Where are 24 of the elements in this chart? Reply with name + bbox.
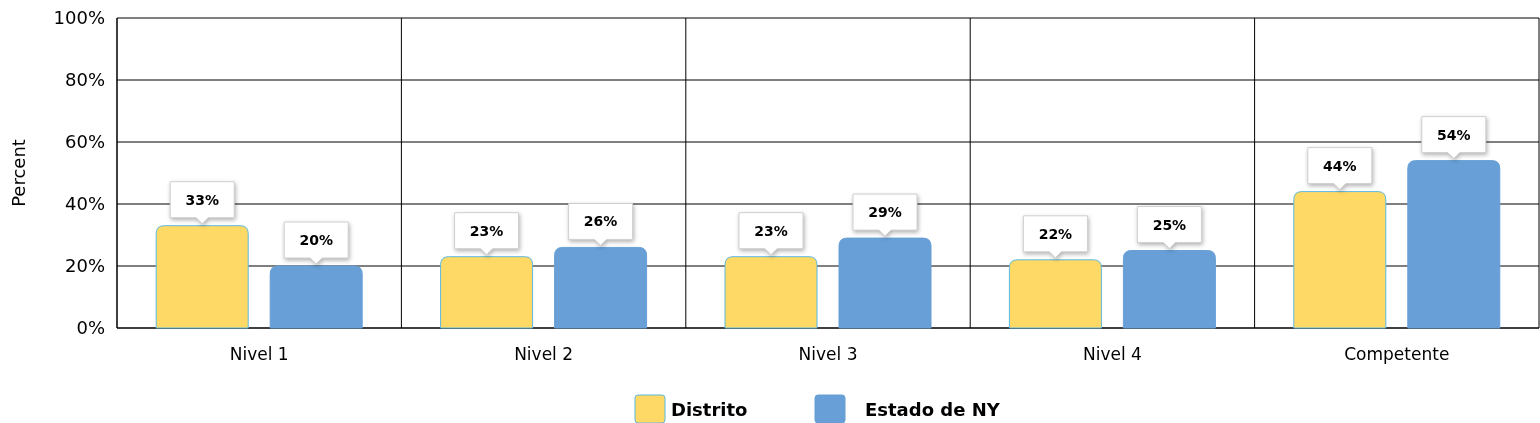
y-axis-title: Percent	[8, 139, 29, 207]
y-tick-label: 60%	[64, 131, 105, 152]
x-tick-label: Nivel 4	[1082, 344, 1142, 364]
y-tick-label: 20%	[64, 255, 105, 276]
data-label: 44%	[1323, 157, 1357, 174]
data-label: 23%	[469, 222, 504, 239]
y-tick-label: 40%	[64, 193, 105, 214]
x-tick-label: Nivel 1	[229, 344, 289, 364]
x-tick-label: Nivel 2	[514, 344, 574, 364]
data-label: 22%	[1038, 225, 1073, 242]
data-label: 25%	[1152, 216, 1187, 233]
data-label: 26%	[583, 213, 618, 230]
data-label: 54%	[1437, 126, 1471, 143]
data-label: 29%	[868, 204, 902, 221]
legend-label: Distrito	[671, 399, 748, 420]
y-tick-label: 100%	[53, 7, 105, 28]
x-tick-label: Nivel 3	[798, 344, 858, 364]
data-label: 20%	[299, 232, 333, 248]
data-label: 23%	[754, 222, 788, 239]
legend-label: Estado de NY	[865, 399, 1001, 420]
y-tick-label: 80%	[64, 69, 105, 90]
y-tick-label: 0%	[76, 317, 105, 338]
data-label: 33%	[185, 191, 219, 208]
x-tick-label: Competente	[1344, 344, 1450, 364]
